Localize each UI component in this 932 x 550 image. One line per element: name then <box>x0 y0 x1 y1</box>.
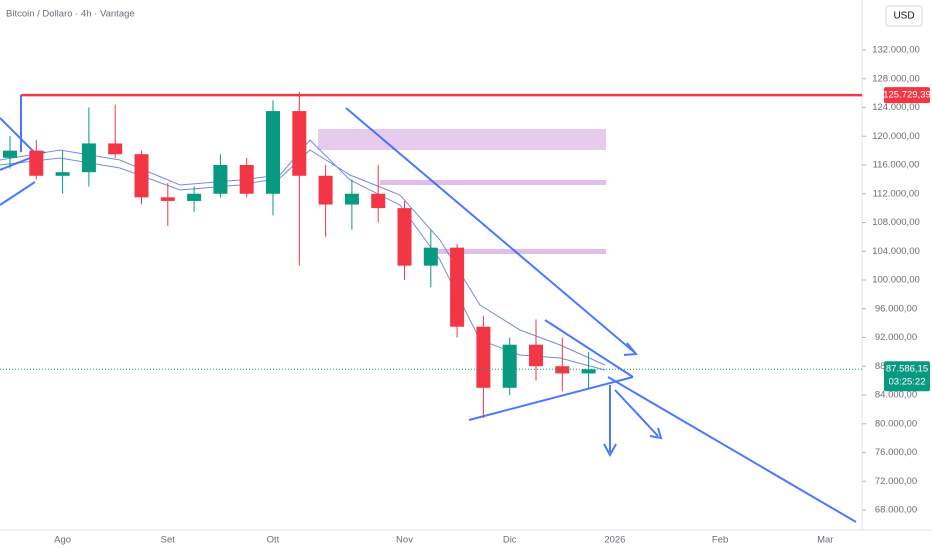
x-tick-label: Feb <box>712 535 728 546</box>
candle-body <box>160 197 175 201</box>
candle-body <box>29 150 44 176</box>
y-tick-label: 84.000,00 <box>875 390 917 401</box>
y-tick-label: 76.000,00 <box>875 447 917 458</box>
drawings <box>0 95 857 523</box>
candle-body <box>397 208 412 266</box>
y-tick-label: 132.000,00 <box>872 45 920 56</box>
y-tick-label: 72.000,00 <box>875 476 917 487</box>
candle-body <box>502 344 517 388</box>
candle-body <box>318 175 333 205</box>
currency[interactable]: USD <box>893 11 914 22</box>
candle-body <box>81 143 96 173</box>
level-label: 125.729,39 <box>883 90 931 101</box>
candle-body <box>450 247 465 327</box>
candle-body <box>108 143 123 155</box>
y-tick-label: 124.000,00 <box>872 102 920 113</box>
candle-body <box>266 111 280 194</box>
y-tick-label: 100.000,00 <box>872 275 920 286</box>
y-tick-label: 120.000,00 <box>872 131 920 142</box>
candle-body <box>55 172 70 176</box>
x-tick-label: Dic <box>503 535 517 546</box>
zone <box>380 180 606 185</box>
countdown: 03:25:22 <box>889 377 926 388</box>
zone <box>318 129 606 150</box>
price-label-bg <box>884 361 930 392</box>
y-tick-label: 104.000,00 <box>872 246 920 257</box>
candle-body <box>423 247 438 266</box>
level-label-bg <box>884 87 930 104</box>
y-tick-label: 96.000,00 <box>875 303 917 314</box>
candle-body <box>371 193 386 209</box>
candle-body <box>134 154 149 198</box>
y-tick-label: 112.000,00 <box>873 188 920 199</box>
y-tick-label: 80.000,00 <box>875 418 917 429</box>
x-tick-label: Ago <box>54 535 71 546</box>
candle-body <box>344 193 359 205</box>
y-tick-label: 92.000,00 <box>875 332 917 343</box>
x-tick-label: 2026 <box>604 535 625 546</box>
currency-button[interactable] <box>885 5 923 27</box>
candle-body <box>213 165 228 194</box>
y-tick-label: 68.000,00 <box>875 505 917 516</box>
zone <box>430 249 606 254</box>
x-tick-label: Ott <box>267 535 280 546</box>
price-label: 87.586,15 <box>886 364 928 375</box>
x-tick-label: Nov <box>396 535 413 546</box>
plot: 68.000,00 72.000,00 76.000,00 80.000,00 84.0… <box>0 45 931 546</box>
y-tick-label: 128.000,00 <box>872 73 920 84</box>
candle-body <box>239 165 254 194</box>
chart-title: Bitcoin / Dollaro · 4h · Vantage <box>6 9 135 20</box>
x-tick-label: Set <box>161 535 176 546</box>
candle-body <box>555 366 570 374</box>
candle-body <box>529 344 543 367</box>
y-tick-label: 116.000,00 <box>873 160 920 171</box>
candle-body <box>476 326 491 388</box>
x-tick-label: Mar <box>817 535 833 546</box>
candle-body <box>292 111 307 176</box>
candle-body <box>187 193 202 201</box>
candle-body <box>581 369 596 374</box>
candle-body <box>3 150 17 158</box>
y-tick-label: 108.000,00 <box>872 217 920 228</box>
